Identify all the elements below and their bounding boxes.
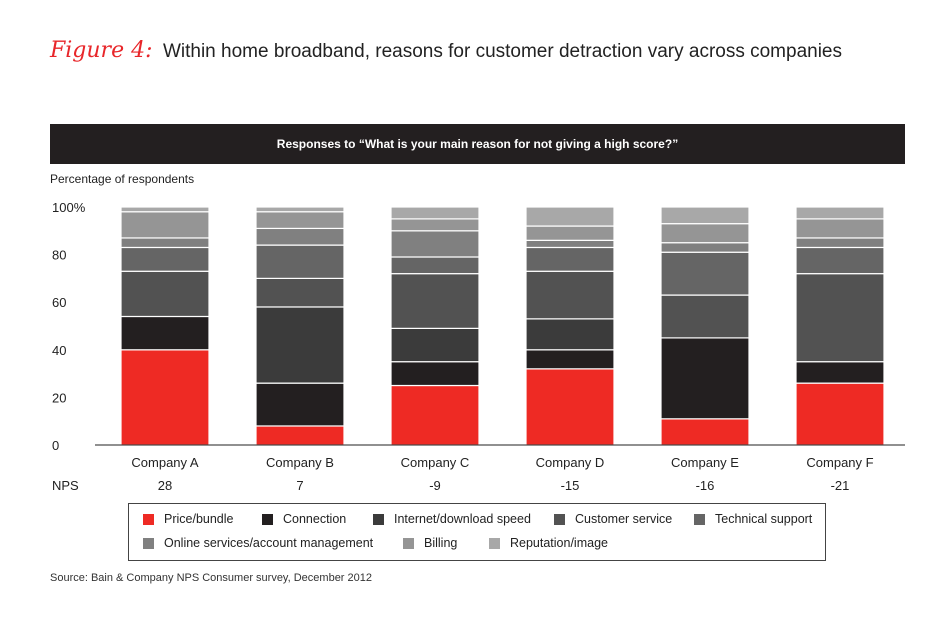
x-tick-label: Company E xyxy=(671,455,739,470)
bar-segment xyxy=(390,218,480,232)
y-tick-label: 0 xyxy=(52,438,59,453)
nps-value: -16 xyxy=(696,478,715,493)
bar-segment xyxy=(660,294,750,339)
legend-swatch xyxy=(489,537,500,549)
bar-segment xyxy=(255,382,345,427)
legend-swatch xyxy=(554,513,565,525)
x-tick-label: Company F xyxy=(806,455,873,470)
bar-segment xyxy=(255,211,345,230)
bar-segment xyxy=(255,425,345,446)
legend-item: Customer service xyxy=(554,512,672,526)
x-tick-label: Company A xyxy=(131,455,199,470)
bar-segment xyxy=(120,349,210,446)
bar-segment xyxy=(525,206,615,227)
stacked-bar-chart: Percentage of respondents 0 20 40 60 80 100% Co… xyxy=(50,172,905,493)
legend-item: Internet/download speed xyxy=(373,512,531,526)
bar-segment xyxy=(660,242,750,253)
bar-segment xyxy=(525,225,615,241)
nps-value: -15 xyxy=(561,478,580,493)
bar-segment xyxy=(525,246,615,272)
bar-segment xyxy=(795,361,885,384)
legend-label: Customer service xyxy=(575,512,673,526)
bar-segment xyxy=(390,361,480,387)
bar-segment xyxy=(795,237,885,249)
bar-segment xyxy=(390,256,480,275)
y-tick-label: 60 xyxy=(52,295,66,310)
legend-item: Online services/account management xyxy=(143,536,373,550)
legend-label: Online services/account management xyxy=(164,536,374,550)
bar-segment xyxy=(525,349,615,370)
bar-segment xyxy=(525,239,615,249)
figure-title-text: Within home broadband, reasons for custo… xyxy=(162,41,842,62)
bar-segment xyxy=(255,206,345,213)
legend-swatch xyxy=(262,513,273,525)
legend-item: Billing xyxy=(403,536,457,550)
nps-value: -21 xyxy=(831,478,850,493)
bar-segment xyxy=(390,273,480,329)
x-tick-label: Company B xyxy=(266,455,334,470)
chart-legend: Price/bundle Connection Internet/download … xyxy=(128,503,826,561)
bar-segment xyxy=(120,315,210,351)
legend-swatch xyxy=(143,513,154,525)
bar-segment xyxy=(390,384,480,446)
question-banner: Responses to “What is your main reason f… xyxy=(50,124,905,164)
nps-value: -9 xyxy=(429,478,441,493)
bar-segment xyxy=(525,318,615,351)
question-banner-text: Responses to “What is your main reason f… xyxy=(276,137,679,151)
bar-segment xyxy=(120,211,210,239)
bar-segment xyxy=(795,246,885,275)
y-axis-label: Percentage of respondents xyxy=(50,172,194,186)
bar-segment xyxy=(255,306,345,384)
legend-swatch xyxy=(373,513,384,525)
y-tick-label: 100% xyxy=(52,200,86,215)
bar-segment xyxy=(255,227,345,246)
bar-segment xyxy=(120,270,210,318)
y-tick-label: 80 xyxy=(52,248,66,263)
x-tick-label: Company C xyxy=(401,455,470,470)
legend-swatch xyxy=(143,537,154,549)
bar-segment xyxy=(120,237,210,249)
bar-segment xyxy=(525,270,615,320)
bar-segment xyxy=(660,337,750,420)
bar-segment xyxy=(660,251,750,296)
nps-value: 28 xyxy=(158,478,172,493)
bar-segment xyxy=(390,327,480,363)
nps-value: 7 xyxy=(296,478,303,493)
bar-segment xyxy=(120,246,210,272)
bar-segment xyxy=(390,206,480,220)
bar-segment xyxy=(660,206,750,225)
legend-swatch xyxy=(694,513,705,525)
bar-segment xyxy=(660,223,750,244)
bar-segment xyxy=(795,218,885,239)
legend-label: Reputation/image xyxy=(510,536,608,550)
legend-swatch xyxy=(403,537,414,549)
bar-segment xyxy=(255,244,345,280)
legend-item: Price/bundle xyxy=(143,512,234,526)
y-tick-label: 40 xyxy=(52,343,66,358)
source-note: Source: Bain & Company NPS Consumer surv… xyxy=(50,572,372,584)
bar-segment xyxy=(795,382,885,446)
bar-segment xyxy=(390,230,480,258)
bar-segment xyxy=(120,206,210,213)
legend-label: Internet/download speed xyxy=(394,512,531,526)
legend-label: Billing xyxy=(424,536,458,550)
bar-segment xyxy=(795,273,885,363)
legend-item: Reputation/image xyxy=(489,536,608,550)
legend-label: Price/bundle xyxy=(164,512,234,526)
figure-title: Figure 4: Within home broadband, reasons… xyxy=(50,38,842,63)
y-tick-label: 20 xyxy=(52,390,66,405)
legend-label: Connection xyxy=(283,512,347,526)
legend-item: Technical support xyxy=(694,512,812,526)
x-tick-label: Company D xyxy=(536,455,605,470)
bar-segment xyxy=(660,418,750,446)
bar-segment xyxy=(255,277,345,308)
bar-segment xyxy=(525,368,615,446)
legend-item: Connection xyxy=(262,512,346,526)
bar-segment xyxy=(795,206,885,220)
nps-label: NPS xyxy=(52,478,79,493)
legend-label: Technical support xyxy=(715,512,813,526)
figure-label: Figure 4: xyxy=(50,38,153,63)
